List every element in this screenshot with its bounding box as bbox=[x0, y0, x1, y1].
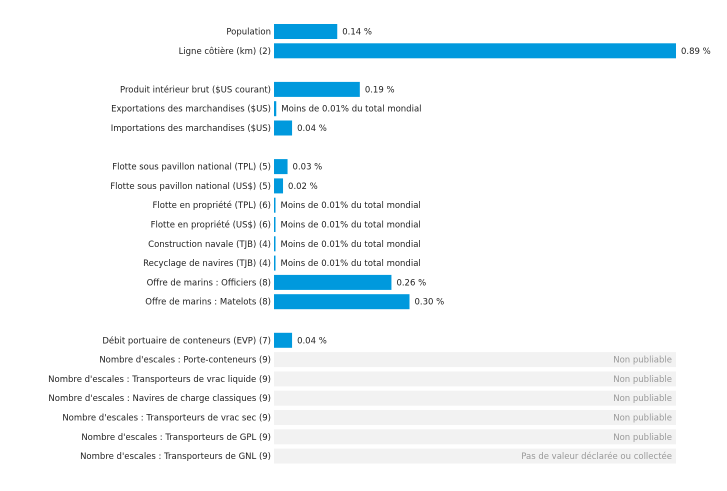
value-label: 0.04 % bbox=[297, 336, 327, 346]
row-label: Offre de marins : Matelots (8) bbox=[145, 298, 271, 308]
na-label: Non publiable bbox=[613, 394, 672, 404]
value-label: 0.03 % bbox=[293, 163, 323, 173]
bar bbox=[274, 255, 276, 271]
bar bbox=[274, 24, 338, 39]
row-label: Nombre d'escales : Transporteurs de vrac… bbox=[62, 414, 271, 424]
value-label: Moins de 0.01% du total mondial bbox=[281, 259, 421, 269]
value-label: 0.89 % bbox=[681, 47, 711, 57]
row-label: Importations des marchandises ($US) bbox=[111, 124, 271, 134]
value-label: Moins de 0.01% du total mondial bbox=[281, 221, 421, 231]
row-label: Flotte sous pavillon national (US$) (5) bbox=[110, 182, 271, 192]
na-label: Non publiable bbox=[613, 433, 672, 443]
row-label: Nombre d'escales : Transporteurs de GPL … bbox=[81, 433, 271, 443]
row-label: Exportations des marchandises ($US) bbox=[111, 105, 271, 115]
row-label: Construction navale (TJB) (4) bbox=[148, 240, 271, 250]
bar bbox=[274, 159, 288, 175]
bar bbox=[274, 236, 276, 252]
na-label: Non publiable bbox=[613, 356, 672, 366]
row-label: Ligne côtière (km) (2) bbox=[179, 46, 271, 57]
value-label: 0.14 % bbox=[342, 28, 372, 38]
row-label: Population bbox=[226, 28, 271, 38]
row-label: Recyclage de navires (TJB) (4) bbox=[143, 259, 271, 269]
na-background bbox=[274, 448, 676, 464]
bar bbox=[274, 43, 676, 59]
row-label: Nombre d'escales : Porte-conteneurs (9) bbox=[99, 356, 271, 366]
na-background bbox=[274, 371, 676, 387]
value-label: 0.30 % bbox=[415, 298, 445, 308]
labels-layer: Population 0.14 % Ligne côtière (km) (2) 0.… bbox=[48, 28, 711, 463]
row-label: Flotte en propriété (US$) (6) bbox=[151, 220, 271, 231]
bar bbox=[274, 274, 392, 290]
bar bbox=[274, 178, 284, 194]
row-label: Nombre d'escales : Transporteurs de GNL … bbox=[80, 452, 271, 462]
row-label: Débit portuaire de conteneurs (EVP) (7) bbox=[102, 335, 271, 346]
bar bbox=[274, 332, 293, 348]
bar bbox=[274, 120, 293, 136]
value-label: Moins de 0.01% du total mondial bbox=[281, 240, 421, 250]
value-label: 0.02 % bbox=[288, 182, 318, 192]
na-background bbox=[274, 352, 676, 368]
value-label: 0.26 % bbox=[396, 278, 426, 288]
row-label: Nombre d'escales : Navires de charge cla… bbox=[48, 394, 271, 404]
value-label: 0.04 % bbox=[297, 124, 327, 134]
value-label: Moins de 0.01% du total mondial bbox=[281, 105, 421, 115]
bar bbox=[274, 81, 360, 97]
na-label: Pas de valeur déclarée ou collectée bbox=[521, 451, 672, 462]
na-background bbox=[274, 410, 676, 425]
row-label: Flotte sous pavillon national (TPL) (5) bbox=[112, 163, 271, 173]
row-label: Offre de marins : Officiers (8) bbox=[147, 278, 271, 288]
na-label: Non publiable bbox=[613, 375, 672, 385]
na-label: Non publiable bbox=[613, 414, 672, 424]
na-background bbox=[274, 429, 676, 445]
bar bbox=[274, 197, 276, 213]
na-background bbox=[274, 390, 676, 406]
value-label: Moins de 0.01% du total mondial bbox=[281, 201, 421, 211]
row-label: Produit intérieur brut ($US courant) bbox=[120, 84, 271, 95]
row-label: Nombre d'escales : Transporteurs de vrac… bbox=[48, 375, 271, 385]
row-label: Flotte en propriété (TPL) (6) bbox=[153, 200, 271, 211]
bar bbox=[274, 294, 410, 310]
bar bbox=[274, 101, 277, 117]
value-label: 0.19 % bbox=[365, 85, 395, 95]
bar bbox=[274, 217, 276, 232]
bars-layer bbox=[274, 24, 676, 464]
